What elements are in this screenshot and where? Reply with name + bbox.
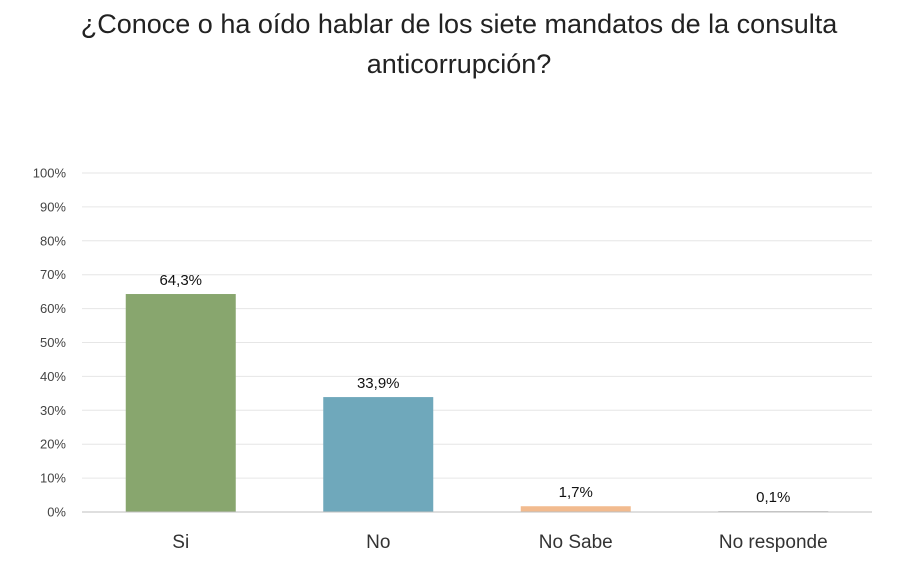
- data-labels: 64,3% 33,9% 1,7% 0,1%: [159, 272, 790, 506]
- chart-title: ¿Conoce o ha oído hablar de los siete ma…: [80, 9, 838, 79]
- y-tick-label: 100%: [33, 166, 67, 181]
- category-labels: Si No No Sabe No responde: [172, 532, 827, 553]
- bar-no: [323, 397, 434, 512]
- bar-si: [125, 294, 236, 512]
- y-axis-ticks: 0% 10% 20% 30% 40% 50% 60% 70% 80% 90% 100%: [33, 166, 67, 520]
- data-label: 1,7%: [559, 484, 593, 501]
- bars: [125, 294, 829, 512]
- data-label: 0,1%: [756, 489, 790, 506]
- y-tick-label: 50%: [40, 335, 66, 350]
- y-tick-label: 70%: [40, 267, 66, 282]
- y-tick-label: 40%: [40, 369, 66, 384]
- y-tick-label: 10%: [40, 471, 66, 486]
- category-label: No Sabe: [539, 532, 613, 553]
- y-tick-label: 80%: [40, 233, 66, 248]
- bar-no-sabe: [520, 506, 631, 512]
- data-label: 64,3%: [159, 272, 202, 289]
- category-label: No: [366, 532, 390, 553]
- data-label: 33,9%: [357, 375, 400, 392]
- y-tick-label: 30%: [40, 403, 66, 418]
- y-tick-label: 60%: [40, 301, 66, 316]
- y-tick-label: 20%: [40, 437, 66, 452]
- y-tick-label: 90%: [40, 199, 66, 214]
- y-tick-label: 0%: [47, 505, 66, 520]
- category-label: Si: [172, 532, 189, 553]
- category-label: No responde: [719, 532, 828, 553]
